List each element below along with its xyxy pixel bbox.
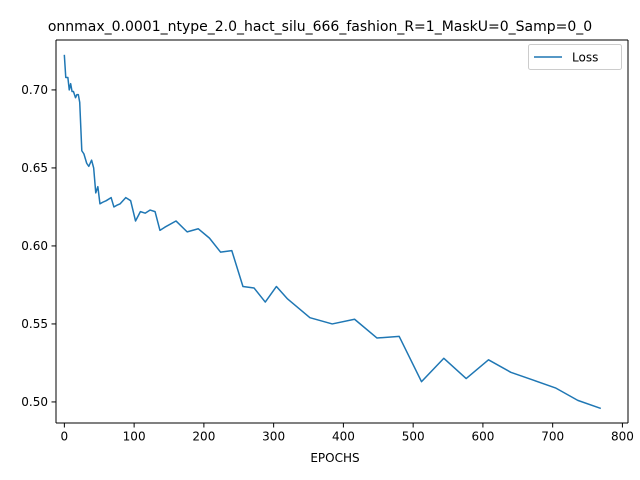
- y-axis-ticks: 0.50 0.55 0.60 0.65 0.70: [21, 83, 56, 409]
- x-tick-label: 200: [192, 430, 215, 444]
- x-tick-label: 400: [332, 430, 355, 444]
- plot-frame: [55, 39, 629, 424]
- legend: Loss: [528, 44, 622, 70]
- y-tick-label: 0.70: [21, 83, 48, 97]
- x-axis-label: EPOCHS: [310, 451, 359, 465]
- series-line-loss: [63, 54, 602, 410]
- y-tick-label: 0.50: [21, 395, 48, 409]
- x-axis-ticks: 0 100 200 300 400 500 600 700 800: [61, 423, 634, 444]
- series-layer: [63, 54, 602, 410]
- y-tick-label: 0.60: [21, 239, 48, 253]
- x-tick-label: 300: [262, 430, 285, 444]
- legend-label-loss: Loss: [572, 51, 598, 65]
- x-tick-label: 700: [541, 430, 564, 444]
- x-tick-label: 600: [471, 430, 494, 444]
- plot-area: [56, 40, 628, 423]
- x-tick-label: 500: [402, 430, 425, 444]
- x-tick-label: 800: [611, 430, 634, 444]
- y-tick-label: 0.65: [21, 161, 48, 175]
- y-tick-label: 0.55: [21, 317, 48, 331]
- x-tick-label: 100: [123, 430, 146, 444]
- x-tick-label: 0: [61, 430, 69, 444]
- chart-title: onnmax_0.0001_ntype_2.0_hact_silu_666_fa…: [48, 19, 592, 35]
- legend-box: [528, 44, 622, 70]
